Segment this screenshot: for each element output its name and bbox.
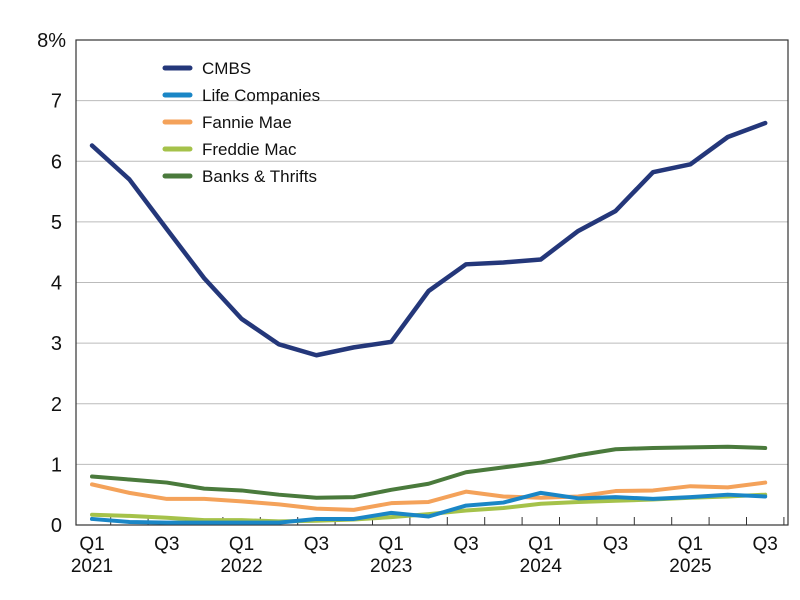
legend-label: Freddie Mac [202,140,297,159]
x-tick-label: Q3 [753,534,778,555]
x-tick-year: 2022 [220,556,262,577]
y-tick-label: 1 [51,454,62,476]
x-tick-label: Q1 [678,534,703,555]
y-tick-label: 7 [51,91,62,113]
y-tick-label: 4 [51,273,62,295]
x-tick-year: 2024 [520,556,563,577]
x-tick-label: Q1 [528,534,553,555]
x-tick-year: 2023 [370,556,412,577]
x-tick-year: 2021 [71,556,113,577]
x-tick-label: Q1 [229,534,254,555]
legend-label: CMBS [202,59,251,78]
legend-label: Fannie Mae [202,113,292,132]
series-line-fannie-mae [90,480,768,512]
legend-label: Life Companies [202,86,320,105]
x-tick-label: Q1 [79,534,104,555]
x-tick-label: Q3 [603,534,628,555]
series-line-banks-thrifts [90,444,768,500]
y-tick-label: 8% [37,30,66,52]
series-line-cmbs [89,120,768,358]
y-tick-label: 0 [51,515,62,537]
y-tick-label: 3 [51,333,62,355]
plot-frame [75,39,789,526]
y-tick-label: 6 [51,151,62,173]
y-tick-label: 2 [51,394,62,416]
x-tick-label: Q1 [379,534,404,555]
x-tick-label: Q3 [453,534,478,555]
legend-label: Banks & Thrifts [202,167,317,186]
x-tick-label: Q3 [154,534,179,555]
series-line-life-companies [90,490,768,525]
x-tick-label: Q3 [304,534,329,555]
x-tick-year: 2025 [669,556,711,577]
y-tick-label: 5 [51,212,62,234]
